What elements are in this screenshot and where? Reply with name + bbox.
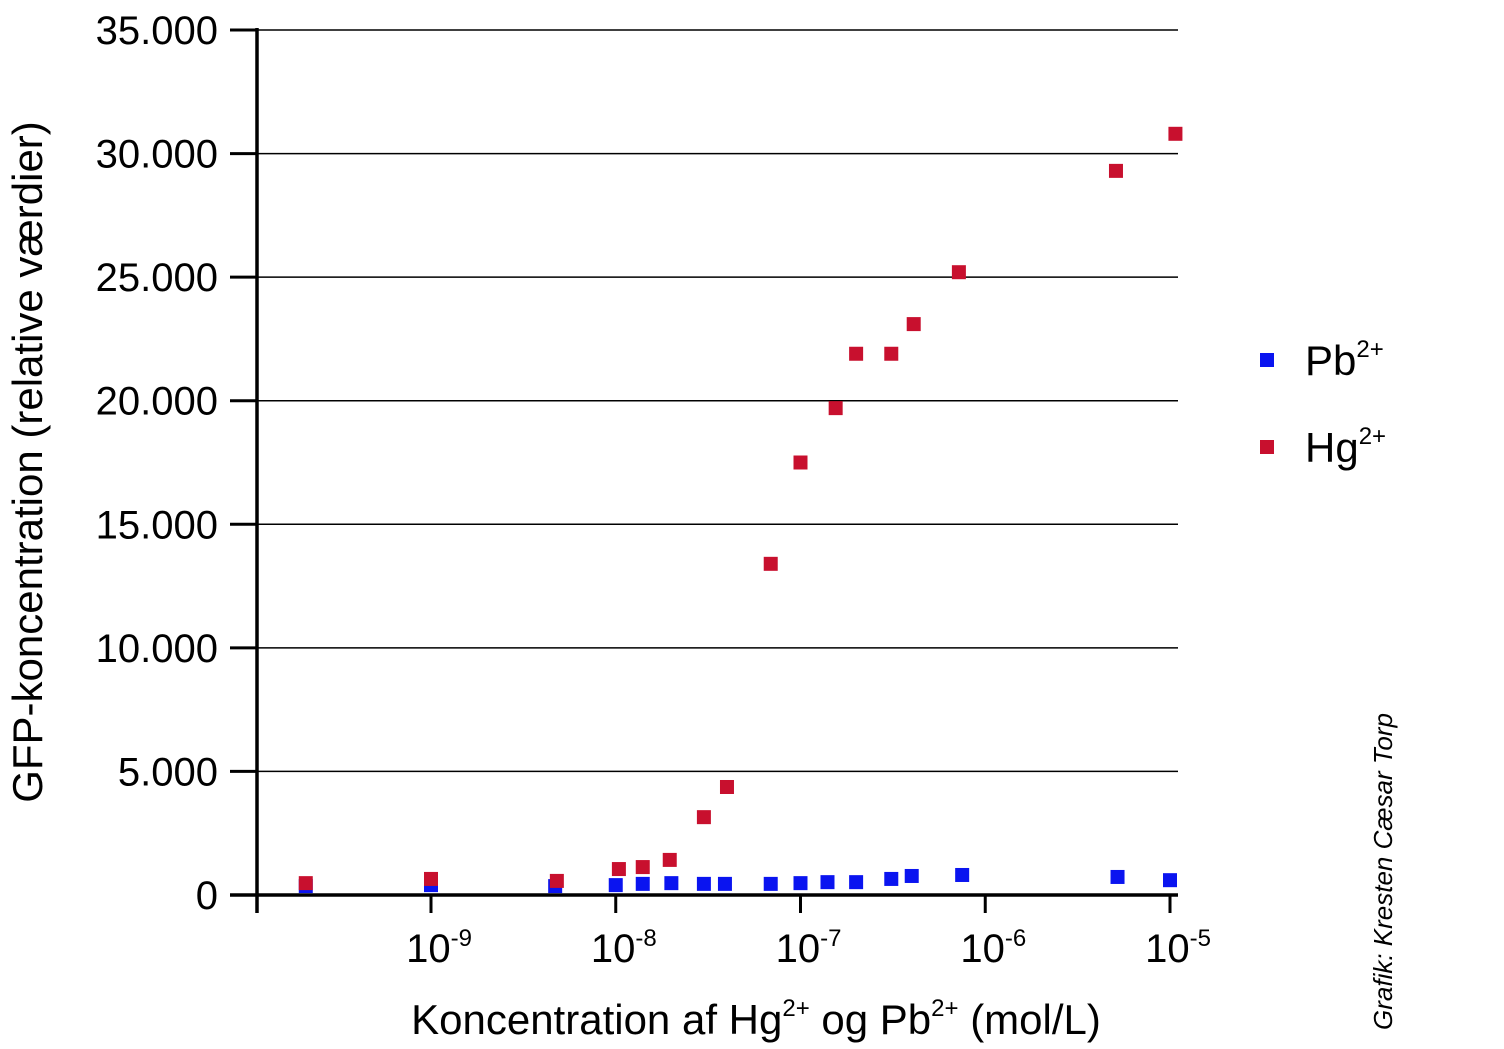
- y-tick-label: 35.000: [96, 9, 218, 53]
- x-tick-label: 10-9: [406, 925, 472, 971]
- hg-data-point: [298, 876, 313, 891]
- hg-data-point: [828, 401, 843, 416]
- legend-marker-pb: [1260, 353, 1274, 367]
- hg-data-point: [549, 873, 564, 888]
- hg-data-point: [951, 265, 966, 280]
- legend-marker-hg: [1260, 440, 1274, 454]
- pb-data-point: [955, 867, 970, 882]
- pb-data-point: [1110, 869, 1125, 884]
- hg-data-point: [1168, 126, 1183, 141]
- pb-data-point: [849, 875, 864, 890]
- y-tick-label: 30.000: [96, 133, 218, 177]
- y-tick-label: 5.000: [118, 750, 218, 794]
- pb-data-point: [635, 876, 650, 891]
- y-tick-label: 25.000: [96, 256, 218, 300]
- legend: Pb2+ Hg2+: [1260, 336, 1386, 471]
- hg-data-point: [424, 871, 438, 886]
- legend-label-pb: Pb2+: [1305, 336, 1384, 384]
- pb-data-point: [884, 871, 899, 886]
- hg-data-point: [763, 556, 778, 571]
- legend-label-hg: Hg2+: [1305, 423, 1386, 471]
- hg-data-point: [906, 317, 921, 332]
- y-tick-label: 0: [196, 874, 218, 918]
- pb-data-point: [664, 876, 679, 891]
- hg-data-point: [1108, 163, 1123, 178]
- pb-data-point: [820, 875, 835, 890]
- hg-data-point: [696, 810, 711, 825]
- hg-data-point: [849, 346, 864, 361]
- pb-data-point: [696, 876, 711, 891]
- credit-text: Grafik: Kresten Cæsar Torp: [1368, 713, 1398, 1030]
- x-axis-label: Koncentration af Hg2+ og Pb2+ (mol/L): [411, 995, 1101, 1043]
- hg-data-point: [884, 346, 899, 361]
- hg-data-point: [719, 779, 734, 794]
- pb-data-point: [1163, 873, 1177, 888]
- hg-data-point: [662, 852, 677, 867]
- x-tick-label: 10-5: [1145, 925, 1211, 971]
- hg-data-point: [611, 862, 626, 877]
- y-tick-label: 10.000: [96, 627, 218, 671]
- y-tick-labels: 0 5.000 10.000 15.000 20.000 25.000 30.000 35.0…: [96, 9, 218, 918]
- y-tick-label: 15.000: [96, 503, 218, 547]
- x-tick-labels: 10-9 10-8 10-7 10-6 10-5: [406, 925, 1211, 971]
- pb-data-point: [717, 876, 732, 891]
- pb-data-point: [904, 868, 919, 883]
- x-tick-label: 10-8: [591, 925, 657, 971]
- pb-data-point: [793, 876, 808, 891]
- pb-data-point: [763, 876, 778, 891]
- hg-data-point: [635, 860, 650, 875]
- gridlines: [257, 29, 1178, 773]
- hg-data-point: [793, 455, 808, 470]
- y-tick-label: 20.000: [96, 380, 218, 424]
- x-tick-label: 10-7: [776, 925, 842, 971]
- y-axis-label: GFP-koncentration (relative værdier): [4, 121, 51, 803]
- data-points: [298, 126, 1183, 894]
- x-tick-label: 10-6: [960, 925, 1026, 971]
- axes: [230, 28, 1178, 913]
- pb-data-point: [608, 878, 623, 893]
